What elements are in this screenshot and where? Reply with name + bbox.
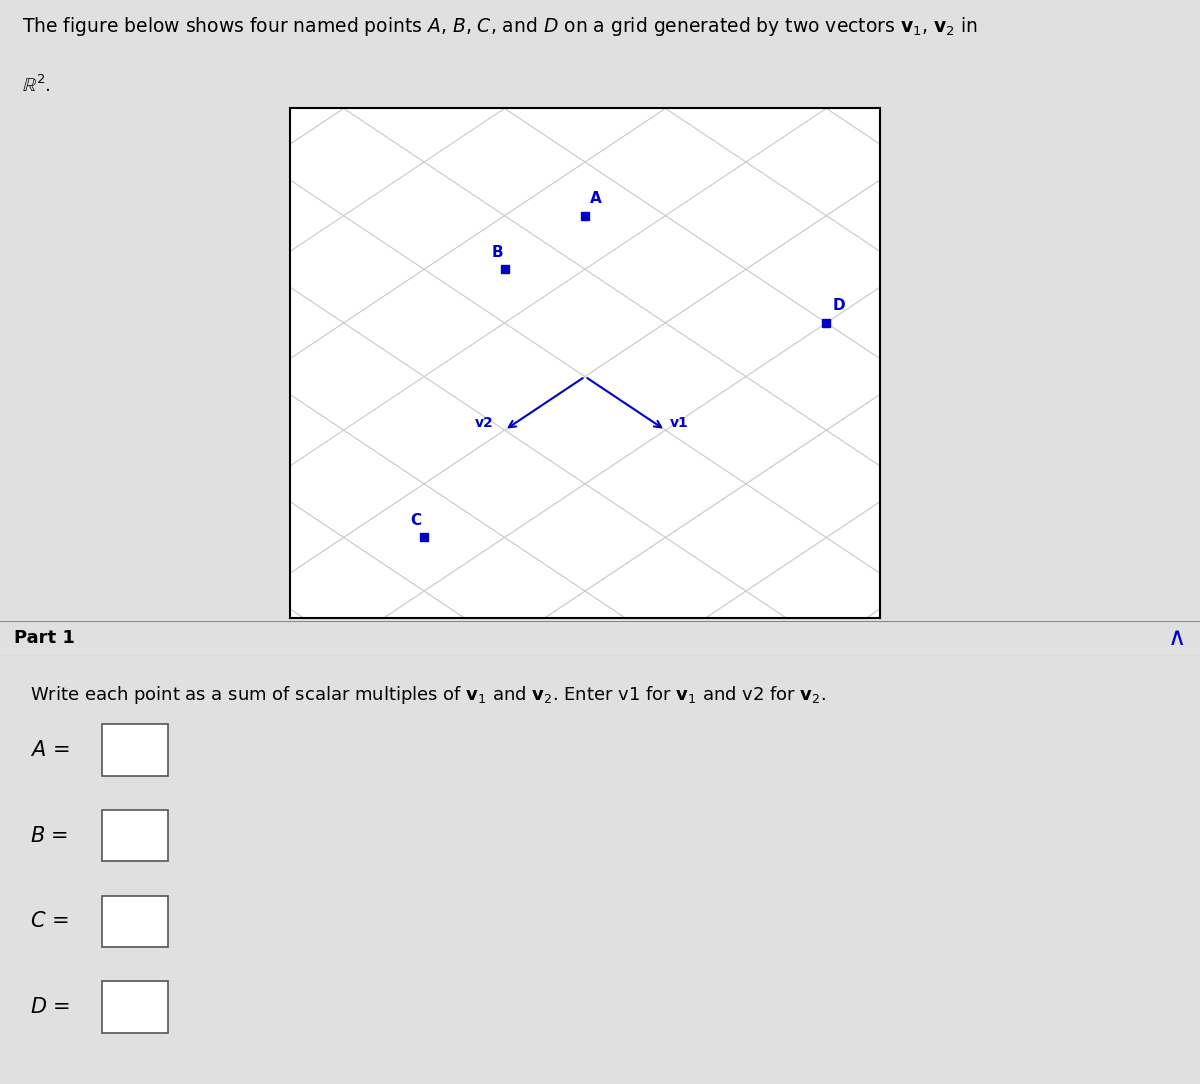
Text: Write each point as a sum of scalar multiples of $\mathbf{v}_1$ and $\mathbf{v}_: Write each point as a sum of scalar mult… — [30, 684, 826, 706]
Text: $\mathit{B}$ =: $\mathit{B}$ = — [30, 826, 68, 846]
Text: The figure below shows four named points $\mathit{A}$, $\mathit{B}$, $\mathit{C}: The figure below shows four named points… — [22, 15, 978, 38]
Text: C: C — [410, 513, 422, 528]
Text: ∧: ∧ — [1168, 627, 1186, 650]
Text: Part 1: Part 1 — [14, 630, 76, 647]
FancyBboxPatch shape — [102, 724, 168, 776]
FancyBboxPatch shape — [102, 981, 168, 1033]
FancyBboxPatch shape — [102, 810, 168, 862]
Text: v1: v1 — [670, 416, 689, 430]
Text: B: B — [491, 245, 503, 260]
Text: $\mathit{C}$ =: $\mathit{C}$ = — [30, 912, 68, 931]
Text: $\mathit{D}$ =: $\mathit{D}$ = — [30, 997, 70, 1017]
Text: v2: v2 — [475, 416, 494, 430]
Text: $\mathit{A}$ =: $\mathit{A}$ = — [30, 740, 70, 760]
Text: A: A — [590, 191, 602, 206]
Text: D: D — [833, 298, 845, 313]
Text: $\mathbb{R}^2$.: $\mathbb{R}^2$. — [22, 74, 50, 95]
FancyBboxPatch shape — [102, 895, 168, 947]
